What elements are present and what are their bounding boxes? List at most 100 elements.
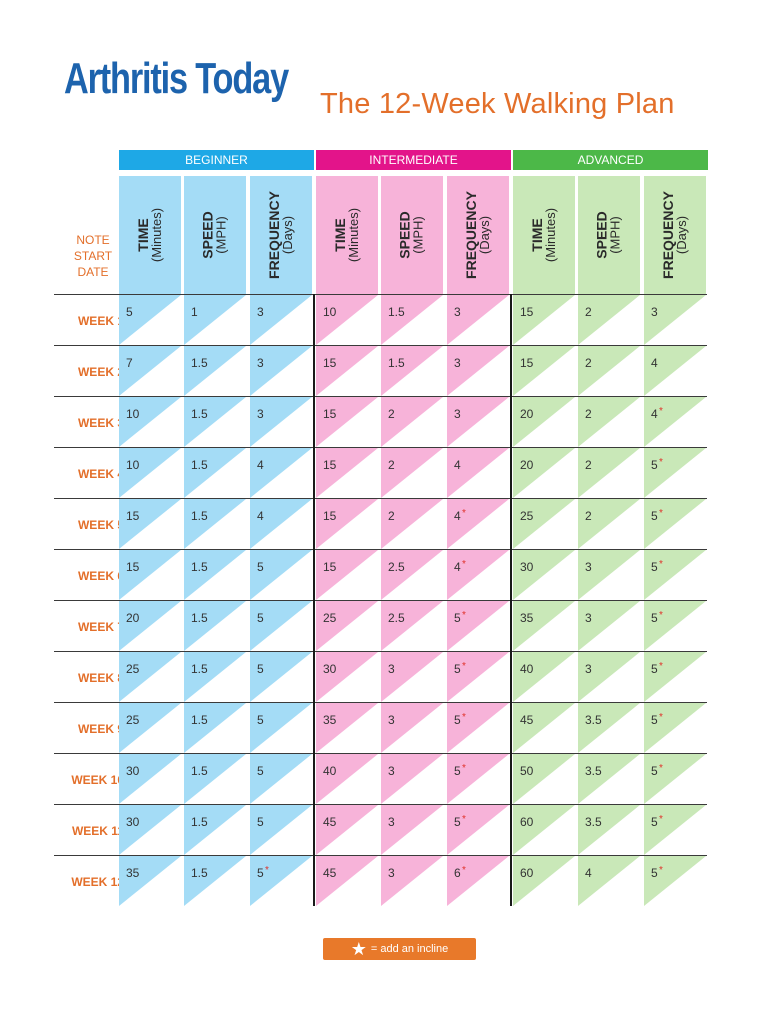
cell-value: 5 (257, 713, 264, 727)
table-cell: 15 (316, 448, 378, 498)
table-cell: 45 (513, 703, 575, 753)
cell-value: 25 (126, 713, 140, 727)
cell-value: 60 (520, 815, 534, 829)
cell-value: 5 (257, 662, 264, 676)
incline-star-icon: * (659, 712, 663, 723)
column-unit: (Days) (477, 215, 492, 255)
table-cell: 3.5 (578, 754, 640, 804)
cell-triangle (316, 805, 378, 855)
incline-star-icon: * (462, 712, 466, 723)
table-cell: 3 (644, 295, 706, 345)
cell-value: 3 (585, 662, 592, 676)
table-cell: 15 (119, 550, 181, 600)
cell-value: 5 (454, 713, 461, 727)
table-cell: 5 * (644, 805, 706, 855)
note-line: DATE (77, 265, 109, 279)
cell-value: 25 (323, 611, 337, 625)
cell-triangle (447, 295, 509, 345)
cell-triangle (381, 550, 443, 600)
cell-value: 40 (520, 662, 534, 676)
table-cell: 1.5 (184, 754, 246, 804)
incline-star-icon: * (659, 508, 663, 519)
cell-value: 2.5 (388, 611, 405, 625)
cell-triangle (578, 601, 640, 651)
column-header-speed: SPEED (MPH) (184, 176, 246, 294)
cell-value: 50 (520, 764, 534, 778)
table-cell: 45 (316, 805, 378, 855)
table-cell: 2.5 (381, 550, 443, 600)
cell-value: 1 (191, 305, 198, 319)
column-unit: (Days) (674, 215, 689, 255)
table-cell: 1.5 (381, 295, 443, 345)
table-cell: 2 (578, 295, 640, 345)
week-label: WEEK 4 (77, 467, 124, 481)
cell-triangle (513, 652, 575, 702)
cell-triangle (184, 754, 246, 804)
cell-triangle (250, 856, 312, 906)
table-cell: 40 (513, 652, 575, 702)
table-cell: 3 (578, 550, 640, 600)
cell-triangle (644, 703, 706, 753)
cell-value: 1.5 (191, 407, 208, 421)
cell-value: 1.5 (191, 560, 208, 574)
cell-triangle (250, 295, 312, 345)
incline-star-icon: * (462, 865, 466, 876)
group-header-advanced: ADVANCED (513, 150, 708, 170)
row-divider (54, 396, 707, 397)
cell-value: 35 (323, 713, 337, 727)
cell-triangle (316, 295, 378, 345)
table-cell: 10 (119, 397, 181, 447)
cell-triangle (447, 550, 509, 600)
cell-value: 5 (651, 662, 658, 676)
cell-value: 5 (454, 611, 461, 625)
incline-star-icon: * (462, 610, 466, 621)
cell-value: 45 (323, 815, 337, 829)
cell-triangle (513, 550, 575, 600)
table-cell: 15 (513, 295, 575, 345)
cell-triangle (184, 652, 246, 702)
cell-triangle (316, 499, 378, 549)
cell-triangle (119, 448, 181, 498)
table-cell: 25 (513, 499, 575, 549)
table-cell: 5 (119, 295, 181, 345)
cell-triangle (578, 754, 640, 804)
cell-value: 15 (323, 458, 337, 472)
table-cell: 1.5 (184, 448, 246, 498)
table-cell: 2.5 (381, 601, 443, 651)
table-cell: 1.5 (381, 346, 443, 396)
cell-value: 5 (257, 611, 264, 625)
table-cell: 3.5 (578, 703, 640, 753)
table-cell: 5 * (447, 601, 509, 651)
table-cell: 1.5 (184, 652, 246, 702)
table-cell: 2 (578, 397, 640, 447)
table-cell: 3 (381, 805, 443, 855)
table-cell: 20 (513, 397, 575, 447)
cell-triangle (578, 550, 640, 600)
incline-star-icon: * (659, 457, 663, 468)
column-header-text: TIME (Minutes) (332, 208, 361, 262)
column-unit: (Minutes) (149, 207, 164, 263)
cell-triangle (184, 703, 246, 753)
cell-triangle (447, 703, 509, 753)
row-divider (54, 294, 707, 295)
cell-value: 1.5 (388, 305, 405, 319)
cell-value: 4 (651, 356, 658, 370)
table-cell: 5 * (250, 856, 312, 906)
table-cell: 2 (381, 499, 443, 549)
column-unit: (Minutes) (543, 207, 558, 263)
table-cell: 2 (381, 397, 443, 447)
cell-value: 5 (651, 866, 658, 880)
cell-value: 5 (257, 866, 264, 880)
table-cell: 1 (184, 295, 246, 345)
cell-value: 35 (126, 866, 140, 880)
table-cell: 5 * (644, 550, 706, 600)
column-header-frequency: FREQUENCY (Days) (250, 176, 312, 294)
cell-triangle (578, 397, 640, 447)
cell-triangle (513, 295, 575, 345)
cell-triangle (513, 397, 575, 447)
incline-star-icon: * (462, 559, 466, 570)
cell-triangle (250, 346, 312, 396)
cell-triangle (316, 397, 378, 447)
cell-value: 3 (257, 356, 264, 370)
cell-triangle (447, 805, 509, 855)
